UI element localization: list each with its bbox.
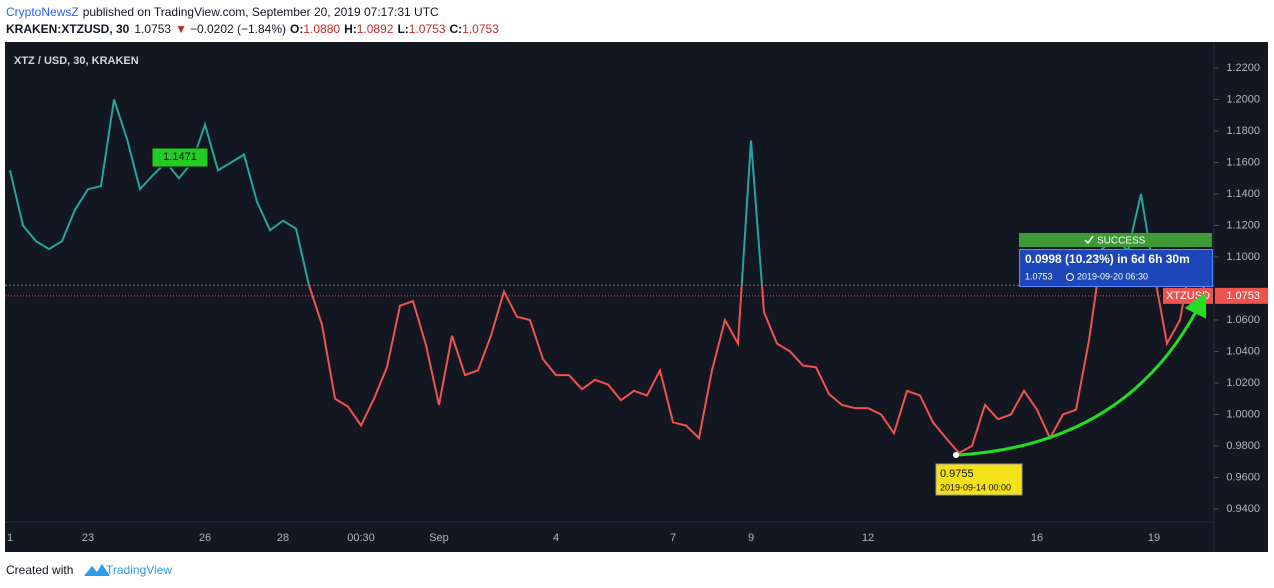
- high-label-box: [151, 147, 209, 168]
- price-line-below: [307, 285, 1207, 455]
- close: 1.0753: [462, 22, 499, 36]
- x-tick-label: 12: [862, 532, 874, 544]
- measure-box: [1019, 249, 1213, 287]
- status-bar: [1019, 233, 1212, 247]
- close-label: C:: [449, 22, 462, 36]
- footer-created: Created with: [6, 563, 73, 577]
- measure: 0.0998 (10.23%) in 6d 6h 30m: [1025, 252, 1190, 266]
- annotations: 1.1471 0.9755 2019-09-14 00:00 SUCCESS 0…: [144, 147, 1213, 496]
- y-tick-label: 1.2000: [1226, 93, 1260, 105]
- y-tick-label: 0.9600: [1226, 471, 1260, 483]
- y-tick-label: 1.1800: [1226, 125, 1260, 137]
- high-label: H:: [344, 22, 357, 36]
- symbol-tag-label: XTZUSD: [1166, 290, 1210, 302]
- x-tick-label: 00:30: [347, 532, 375, 544]
- high: 1.0892: [357, 22, 394, 36]
- x-tick-label: Sep: [429, 532, 449, 544]
- measure-arrow: [956, 291, 1207, 457]
- y-tick-label: 1.0600: [1226, 314, 1260, 326]
- measure-price: 1.0753: [1025, 271, 1053, 281]
- footer-brand: TradingView: [106, 563, 172, 577]
- low: 1.0753: [409, 22, 446, 36]
- x-tick-label: 16: [1031, 532, 1043, 544]
- symbol-line: KRAKEN:XTZUSD, 30 1.0753 ▼ −0.0202 (−1.84%)…: [6, 22, 499, 36]
- y-tick-label: 1.0000: [1226, 408, 1260, 420]
- y-tick-label: 0.9400: [1226, 503, 1260, 515]
- clock-icon: [1066, 273, 1074, 281]
- x-tick-label: 28: [277, 532, 289, 544]
- open: 1.0880: [303, 22, 340, 36]
- price-line-above: [9, 99, 1205, 286]
- x-tick-label: 19: [1148, 532, 1160, 544]
- chart-title: XTZ / USD, 30, KRAKEN: [14, 55, 139, 67]
- y-tick-label: 1.0200: [1226, 377, 1260, 389]
- arrow: ▼: [175, 22, 187, 36]
- axes: 1.2200 1.2000 1.1800 1.1600 1.1400 1.1200 1.10…: [7, 62, 1268, 544]
- y-tick-label: 1.0400: [1226, 345, 1260, 357]
- low-label-box: [935, 463, 1023, 496]
- y-tick-label: 1.1400: [1226, 188, 1260, 200]
- last: 1.0753: [134, 22, 171, 36]
- measure-date: 2019-09-20 06:30: [1077, 271, 1148, 281]
- tv-logo: [84, 564, 110, 576]
- low-label: 0.9755: [940, 468, 974, 480]
- header-line: CryptoNewsZ published on TradingView.com,…: [6, 5, 439, 19]
- price-tag: [1215, 287, 1268, 304]
- high-pointer: [144, 166, 158, 182]
- y-tick-label: 1.1600: [1226, 156, 1260, 168]
- low-point: [953, 452, 959, 458]
- y-tick-label: 1.1200: [1226, 219, 1260, 231]
- check-icon: [1084, 235, 1094, 245]
- low-date: 2019-09-14 00:00: [940, 482, 1011, 492]
- high-label: 1.1471: [163, 151, 197, 163]
- publisher: CryptoNewsZ: [6, 5, 79, 19]
- symbol: KRAKEN:XTZUSD, 30: [6, 22, 130, 36]
- plot: [5, 99, 1214, 455]
- low-label: L:: [397, 22, 408, 36]
- x-tick-label: 23: [82, 532, 94, 544]
- status: SUCCESS: [1097, 236, 1146, 247]
- x-tick-label: 7: [670, 532, 676, 544]
- x-tick-label: 26: [199, 532, 211, 544]
- chart-background: [5, 42, 1268, 552]
- y-tick-label: 1.1000: [1226, 251, 1260, 263]
- x-tick-label: 4: [553, 532, 559, 544]
- x-tick-label: 9: [748, 532, 754, 544]
- open-label: O:: [290, 22, 303, 36]
- change: −0.0202 (−1.84%): [190, 22, 286, 36]
- y-tick-label: 0.9800: [1226, 440, 1260, 452]
- price-tag-label: 1.0753: [1226, 290, 1260, 302]
- published: published on TradingView.com, September …: [83, 5, 439, 19]
- y-tick-label: 1.2200: [1226, 62, 1260, 74]
- x-tick-label: 1: [7, 532, 13, 544]
